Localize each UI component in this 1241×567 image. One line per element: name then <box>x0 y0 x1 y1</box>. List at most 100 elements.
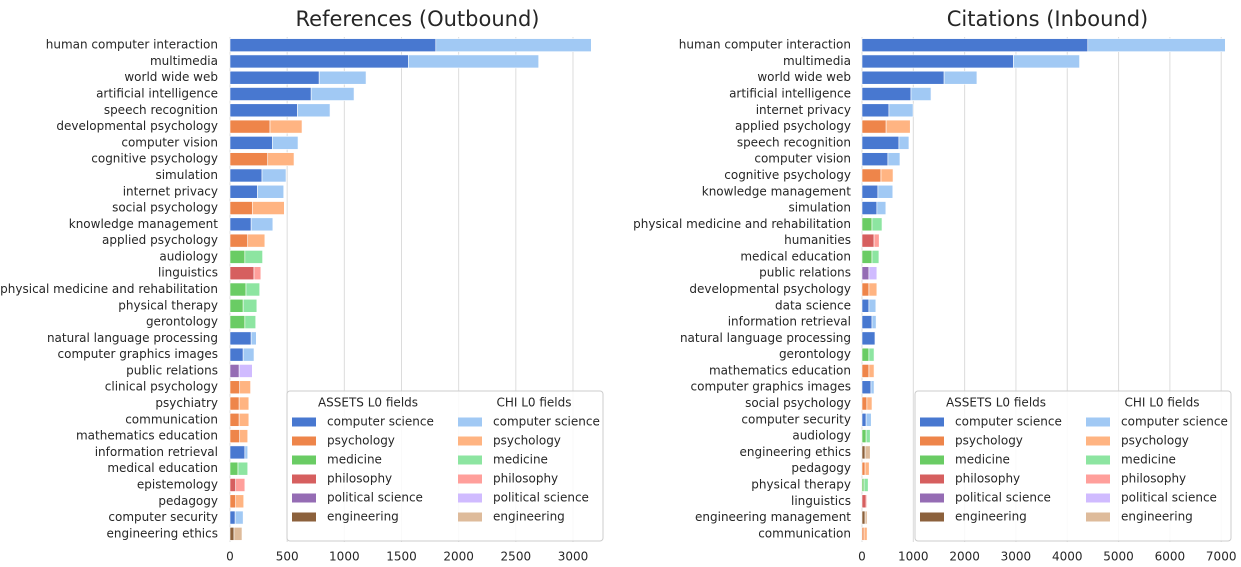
bar-segment <box>238 413 250 427</box>
bar-segment <box>861 347 870 362</box>
legend-label: engineering <box>327 510 399 524</box>
y-tick-label: social psychology <box>112 201 218 215</box>
bar-segment <box>229 282 247 297</box>
bar-segment <box>234 510 244 525</box>
x-tick-label: 0 <box>226 550 234 564</box>
bar-segment <box>861 103 890 118</box>
x-tick-label: 3000 <box>558 550 589 564</box>
bar-segment <box>865 429 871 443</box>
legend-label: computer science <box>493 415 600 429</box>
y-tick-label: public relations <box>126 363 218 377</box>
bar-segment <box>871 217 883 232</box>
y-tick-label: psychiatry <box>155 396 218 410</box>
x-tick-label: 4000 <box>1052 550 1083 564</box>
legend-box <box>286 390 604 542</box>
y-tick-label: information retrieval <box>95 445 218 459</box>
y-tick-label: multimedia <box>783 54 851 68</box>
x-tick-label: 3000 <box>1001 550 1032 564</box>
bar-segment <box>251 201 285 215</box>
bar-segment <box>861 201 878 215</box>
y-tick-label: applied psychology <box>735 119 851 133</box>
y-tick-label: physical medicine and rehabilitation <box>633 217 851 231</box>
legend-swatch <box>292 436 316 446</box>
bar-segment <box>861 429 867 443</box>
bar-segment <box>235 478 246 492</box>
legend-label: philosophy <box>1121 472 1186 486</box>
y-tick-label: engineering management <box>695 510 851 524</box>
bar-segment <box>237 461 249 476</box>
bar-segment <box>229 250 246 264</box>
legend-label: engineering <box>1121 510 1193 524</box>
bar-segment <box>250 217 274 232</box>
bar-segment <box>861 510 866 525</box>
legend-swatch <box>920 493 944 503</box>
bar-segment <box>253 266 262 281</box>
bar-segment <box>244 315 257 329</box>
legend-swatch <box>458 436 482 446</box>
bar-segment <box>242 298 258 313</box>
bar-segment <box>943 70 978 85</box>
bar-segment <box>1087 38 1226 52</box>
y-tick-label: knowledge management <box>69 217 219 231</box>
bar-segment <box>239 380 251 395</box>
bar-segment <box>1013 54 1080 69</box>
bar-segment <box>861 494 867 509</box>
legend-swatch <box>920 436 944 446</box>
bar-segment <box>866 396 873 411</box>
legend-title: CHI L0 fields <box>1124 396 1199 410</box>
legend-label: medicine <box>493 453 548 467</box>
y-tick-label: natural language processing <box>680 331 851 345</box>
y-tick-label: audiology <box>792 429 851 443</box>
legend-swatch <box>1086 417 1110 427</box>
chart-title: References (Outbound) <box>296 7 540 31</box>
bar-segment <box>873 233 880 248</box>
bar-segment <box>861 396 868 411</box>
legend-label: engineering <box>493 510 565 524</box>
y-tick-label: knowledge management <box>702 184 852 198</box>
bar-segment <box>861 461 866 476</box>
y-tick-label: gerontology <box>779 347 851 361</box>
bar-segment <box>861 233 875 248</box>
bar-segment <box>245 282 261 297</box>
panel: Citations (Inbound) 0 1000 2000 3000 4000 5000… <box>633 7 1236 564</box>
bar-segment <box>229 347 244 362</box>
bar-segment <box>229 152 269 166</box>
legend-label: medicine <box>955 453 1010 467</box>
bar-segment <box>864 445 871 460</box>
y-tick-label: physical therapy <box>118 298 218 312</box>
y-tick-label: applied psychology <box>102 233 218 247</box>
y-tick-label: artificial intelligence <box>96 87 218 101</box>
legend-swatch <box>458 474 482 484</box>
bar-segment <box>229 445 246 460</box>
bar-segment <box>229 201 253 215</box>
bar-segment <box>261 168 287 183</box>
legend-label: political science <box>493 491 589 505</box>
y-tick-label: human computer interaction <box>679 38 851 52</box>
bar-segment <box>910 87 932 101</box>
x-tick-label: 1000 <box>329 550 360 564</box>
bar-segment <box>238 364 253 378</box>
legend-label: psychology <box>327 434 395 448</box>
x-tick-label: 6000 <box>1155 550 1186 564</box>
bar-segment <box>229 527 235 541</box>
bar-segment <box>229 136 273 150</box>
bar-segment <box>876 201 887 215</box>
bar-segment <box>229 54 409 69</box>
bar-segment <box>229 478 237 492</box>
y-tick-label: mathematics education <box>709 363 851 377</box>
panel: References (Outbound) 0 500 1000 1500 2000 250… <box>0 7 604 564</box>
y-tick-label: communication <box>758 526 851 540</box>
bar-segment <box>861 119 887 134</box>
y-tick-label: engineering ethics <box>740 445 852 459</box>
bar-segment <box>229 119 271 134</box>
y-tick-label: pedagogy <box>158 494 218 508</box>
bar-segment <box>861 282 870 297</box>
y-tick-label: social psychology <box>745 396 851 410</box>
bar-segment <box>229 217 252 232</box>
legend-label: psychology <box>493 434 561 448</box>
bar-segment <box>229 429 241 443</box>
bar-segment <box>868 298 877 313</box>
bar-segment <box>861 54 1014 69</box>
bar-segment <box>229 510 236 525</box>
x-tick-label: 500 <box>276 550 299 564</box>
